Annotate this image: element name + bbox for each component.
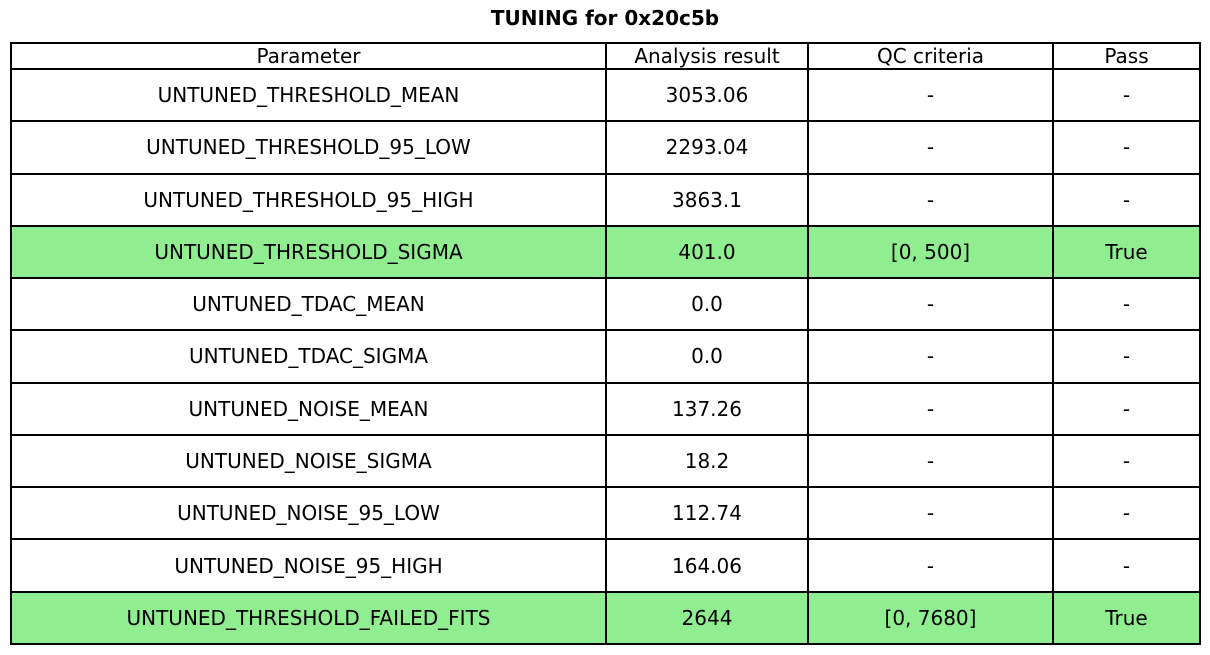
qc-cell: [0, 500] (807, 224, 1054, 280)
pass-cell: - (1052, 277, 1201, 332)
parameter-cell: UNTUNED_TDAC_SIGMA (10, 329, 607, 384)
header-analysis-result: Analysis result (605, 42, 809, 70)
table-row: UNTUNED_NOISE_MEAN 137.26 - - (10, 381, 1201, 436)
parameter-cell: UNTUNED_TDAC_MEAN (10, 277, 607, 332)
pass-cell: - (1052, 329, 1201, 384)
pass-cell: True (1052, 590, 1201, 646)
parameter-cell: UNTUNED_THRESHOLD_FAILED_FITS (10, 590, 607, 646)
pass-cell: - (1052, 433, 1201, 489)
table-row: UNTUNED_THRESHOLD_95_HIGH 3863.1 - - (10, 172, 1201, 227)
result-cell: 3053.06 (605, 67, 809, 123)
qc-cell: - (807, 172, 1054, 227)
table-row: UNTUNED_TDAC_MEAN 0.0 - - (10, 277, 1201, 332)
parameter-cell: UNTUNED_NOISE_MEAN (10, 381, 607, 436)
result-cell: 2293.04 (605, 120, 809, 175)
table-row: UNTUNED_NOISE_95_HIGH 164.06 - - (10, 538, 1201, 593)
result-cell: 137.26 (605, 381, 809, 436)
pass-cell: True (1052, 224, 1201, 280)
result-cell: 0.0 (605, 277, 809, 332)
parameter-cell: UNTUNED_NOISE_SIGMA (10, 433, 607, 489)
result-cell: 0.0 (605, 329, 809, 384)
table-row: UNTUNED_THRESHOLD_SIGMA 401.0 [0, 500] T… (10, 224, 1201, 280)
result-cell: 164.06 (605, 538, 809, 593)
table-row: UNTUNED_THRESHOLD_95_LOW 2293.04 - - (10, 120, 1201, 175)
qc-cell: [0, 7680] (807, 590, 1054, 646)
pass-cell: - (1052, 120, 1201, 175)
table-row: UNTUNED_NOISE_95_LOW 112.74 - - (10, 486, 1201, 541)
pass-cell: - (1052, 172, 1201, 227)
pass-cell: - (1052, 381, 1201, 436)
table-row: UNTUNED_NOISE_SIGMA 18.2 - - (10, 433, 1201, 489)
parameter-cell: UNTUNED_THRESHOLD_95_LOW (10, 120, 607, 175)
table-row: UNTUNED_TDAC_SIGMA 0.0 - - (10, 329, 1201, 384)
parameter-cell: UNTUNED_THRESHOLD_SIGMA (10, 224, 607, 280)
result-cell: 3863.1 (605, 172, 809, 227)
qc-cell: - (807, 433, 1054, 489)
result-cell: 112.74 (605, 486, 809, 541)
qc-cell: - (807, 538, 1054, 593)
parameter-cell: UNTUNED_NOISE_95_LOW (10, 486, 607, 541)
tuning-qc-table: Parameter Analysis result QC criteria Pa… (10, 42, 1201, 646)
qc-cell: - (807, 277, 1054, 332)
parameter-cell: UNTUNED_THRESHOLD_MEAN (10, 67, 607, 123)
qc-cell: - (807, 329, 1054, 384)
header-row: Parameter Analysis result QC criteria Pa… (10, 42, 1201, 70)
pass-cell: - (1052, 67, 1201, 123)
result-cell: 2644 (605, 590, 809, 646)
result-cell: 401.0 (605, 224, 809, 280)
qc-cell: - (807, 120, 1054, 175)
header-qc-criteria: QC criteria (807, 42, 1054, 70)
result-cell: 18.2 (605, 433, 809, 489)
table-row: UNTUNED_THRESHOLD_FAILED_FITS 2644 [0, 7… (10, 590, 1201, 646)
page-title: TUNING for 0x20c5b (490, 6, 720, 30)
table-row: UNTUNED_THRESHOLD_MEAN 3053.06 - - (10, 67, 1201, 123)
pass-cell: - (1052, 486, 1201, 541)
header-parameter: Parameter (10, 42, 607, 70)
qc-cell: - (807, 381, 1054, 436)
qc-cell: - (807, 486, 1054, 541)
pass-cell: - (1052, 538, 1201, 593)
header-pass: Pass (1052, 42, 1201, 70)
qc-cell: - (807, 67, 1054, 123)
parameter-cell: UNTUNED_THRESHOLD_95_HIGH (10, 172, 607, 227)
parameter-cell: UNTUNED_NOISE_95_HIGH (10, 538, 607, 593)
